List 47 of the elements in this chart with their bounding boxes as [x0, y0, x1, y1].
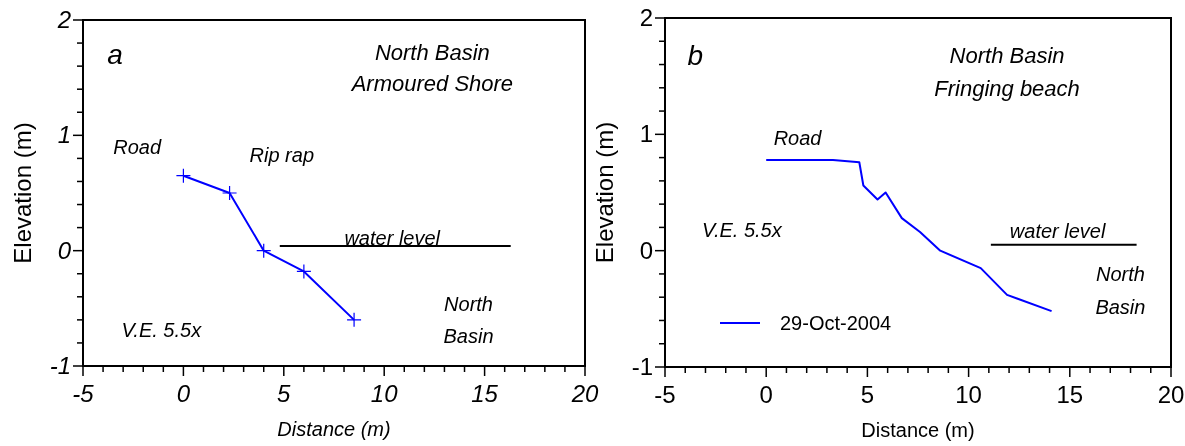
- x-tick-label: 20: [570, 380, 599, 407]
- annotation: a: [107, 39, 123, 71]
- annotation: V.E. 5.5x: [121, 319, 203, 342]
- annotation: North Basin: [374, 39, 490, 65]
- y-tick-label: 1: [57, 121, 71, 149]
- y-tick-label: 0: [639, 236, 653, 264]
- y-tick-label: 0: [57, 236, 72, 264]
- annotation: water level: [344, 226, 441, 249]
- x-tick-label: 10: [955, 381, 982, 408]
- x-tick-label: 0: [759, 381, 773, 408]
- annotation: Basin: [1095, 295, 1146, 318]
- annotation: water level: [1009, 219, 1106, 242]
- y-tick-label: -1: [631, 353, 653, 380]
- annotation: b: [687, 40, 704, 72]
- point: [296, 263, 312, 280]
- annotation: North Basin: [949, 42, 1065, 68]
- x-axis-title: Distance (m): [861, 419, 975, 441]
- x-tick-label: 20: [1157, 381, 1185, 408]
- annotation: Road: [773, 126, 823, 149]
- y-tick-label: -1: [49, 352, 71, 379]
- legend-label: 29-Oct-2004: [780, 312, 892, 334]
- annotation: Basin: [443, 325, 494, 348]
- annotation: Fringing beach: [934, 75, 1080, 101]
- annotation: Rip rap: [249, 143, 315, 166]
- x-tick-label: -5: [654, 381, 676, 408]
- x-tick-label: 15: [471, 380, 499, 407]
- y-axis-title: Elevation (m): [591, 121, 618, 264]
- y-tick-label: 2: [639, 4, 653, 31]
- annotation: V.E. 5.5x: [702, 218, 783, 241]
- point: [256, 243, 272, 259]
- point: [346, 312, 362, 328]
- annotation: North: [444, 292, 493, 315]
- x-axis-title: Distance (m): [277, 418, 391, 440]
- annotation: Road: [113, 135, 162, 158]
- y-tick-label: 2: [56, 6, 71, 33]
- x-tick-label: 5: [277, 380, 292, 407]
- annotation: Armoured Shore: [349, 71, 514, 97]
- x-tick-label: 0: [176, 380, 191, 407]
- x-tick-label: 5: [860, 381, 875, 408]
- y-tick-label: 1: [639, 120, 653, 148]
- y-axis-title: Elevation (m): [9, 122, 36, 264]
- annotation: North: [1095, 262, 1145, 285]
- x-tick-label: -5: [72, 380, 95, 407]
- point: [175, 168, 191, 184]
- x-tick-label: 15: [1056, 381, 1084, 408]
- x-tick-label: 10: [370, 380, 399, 407]
- point: [221, 185, 238, 201]
